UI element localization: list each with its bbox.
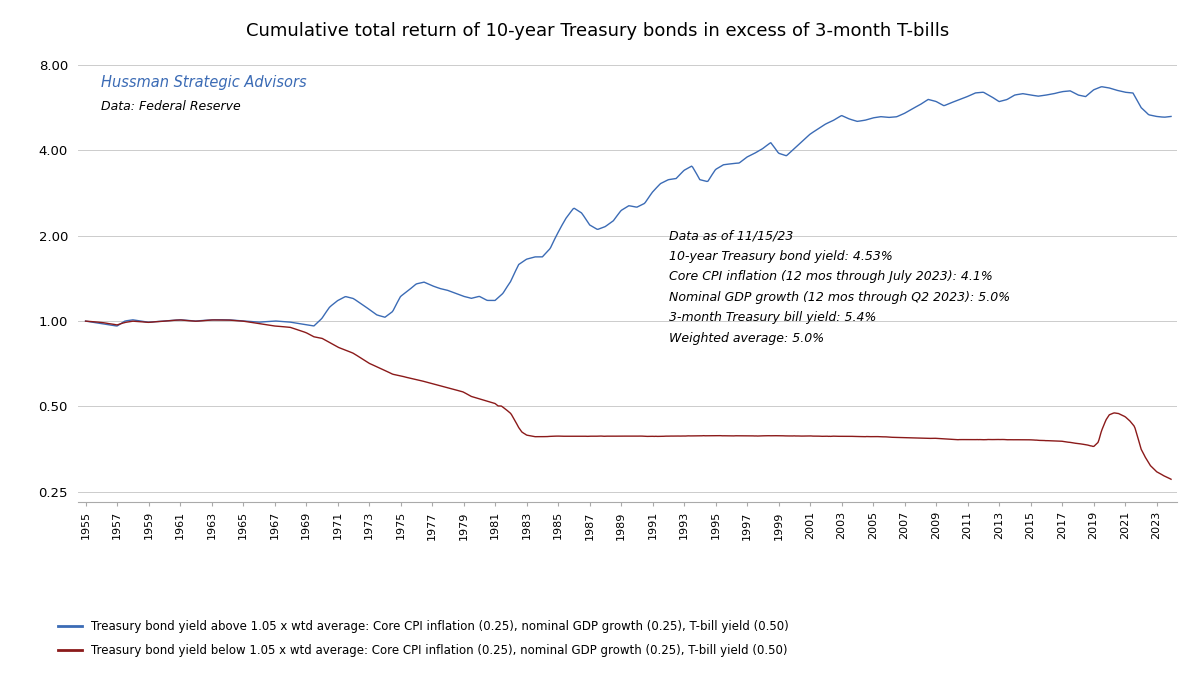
- Text: Cumulative total return of 10-year Treasury bonds in excess of 3-month T-bills: Cumulative total return of 10-year Treas…: [246, 22, 949, 40]
- Text: Data as of 11/15/23
10-year Treasury bond yield: 4.53%
Core CPI inflation (12 mo: Data as of 11/15/23 10-year Treasury bon…: [669, 229, 1010, 345]
- Text: Data: Federal Reserve: Data: Federal Reserve: [102, 100, 241, 113]
- Text: Hussman Strategic Advisors: Hussman Strategic Advisors: [102, 75, 307, 90]
- Legend: Treasury bond yield above 1.05 x wtd average: Core CPI inflation (0.25), nominal: Treasury bond yield above 1.05 x wtd ave…: [54, 615, 793, 661]
